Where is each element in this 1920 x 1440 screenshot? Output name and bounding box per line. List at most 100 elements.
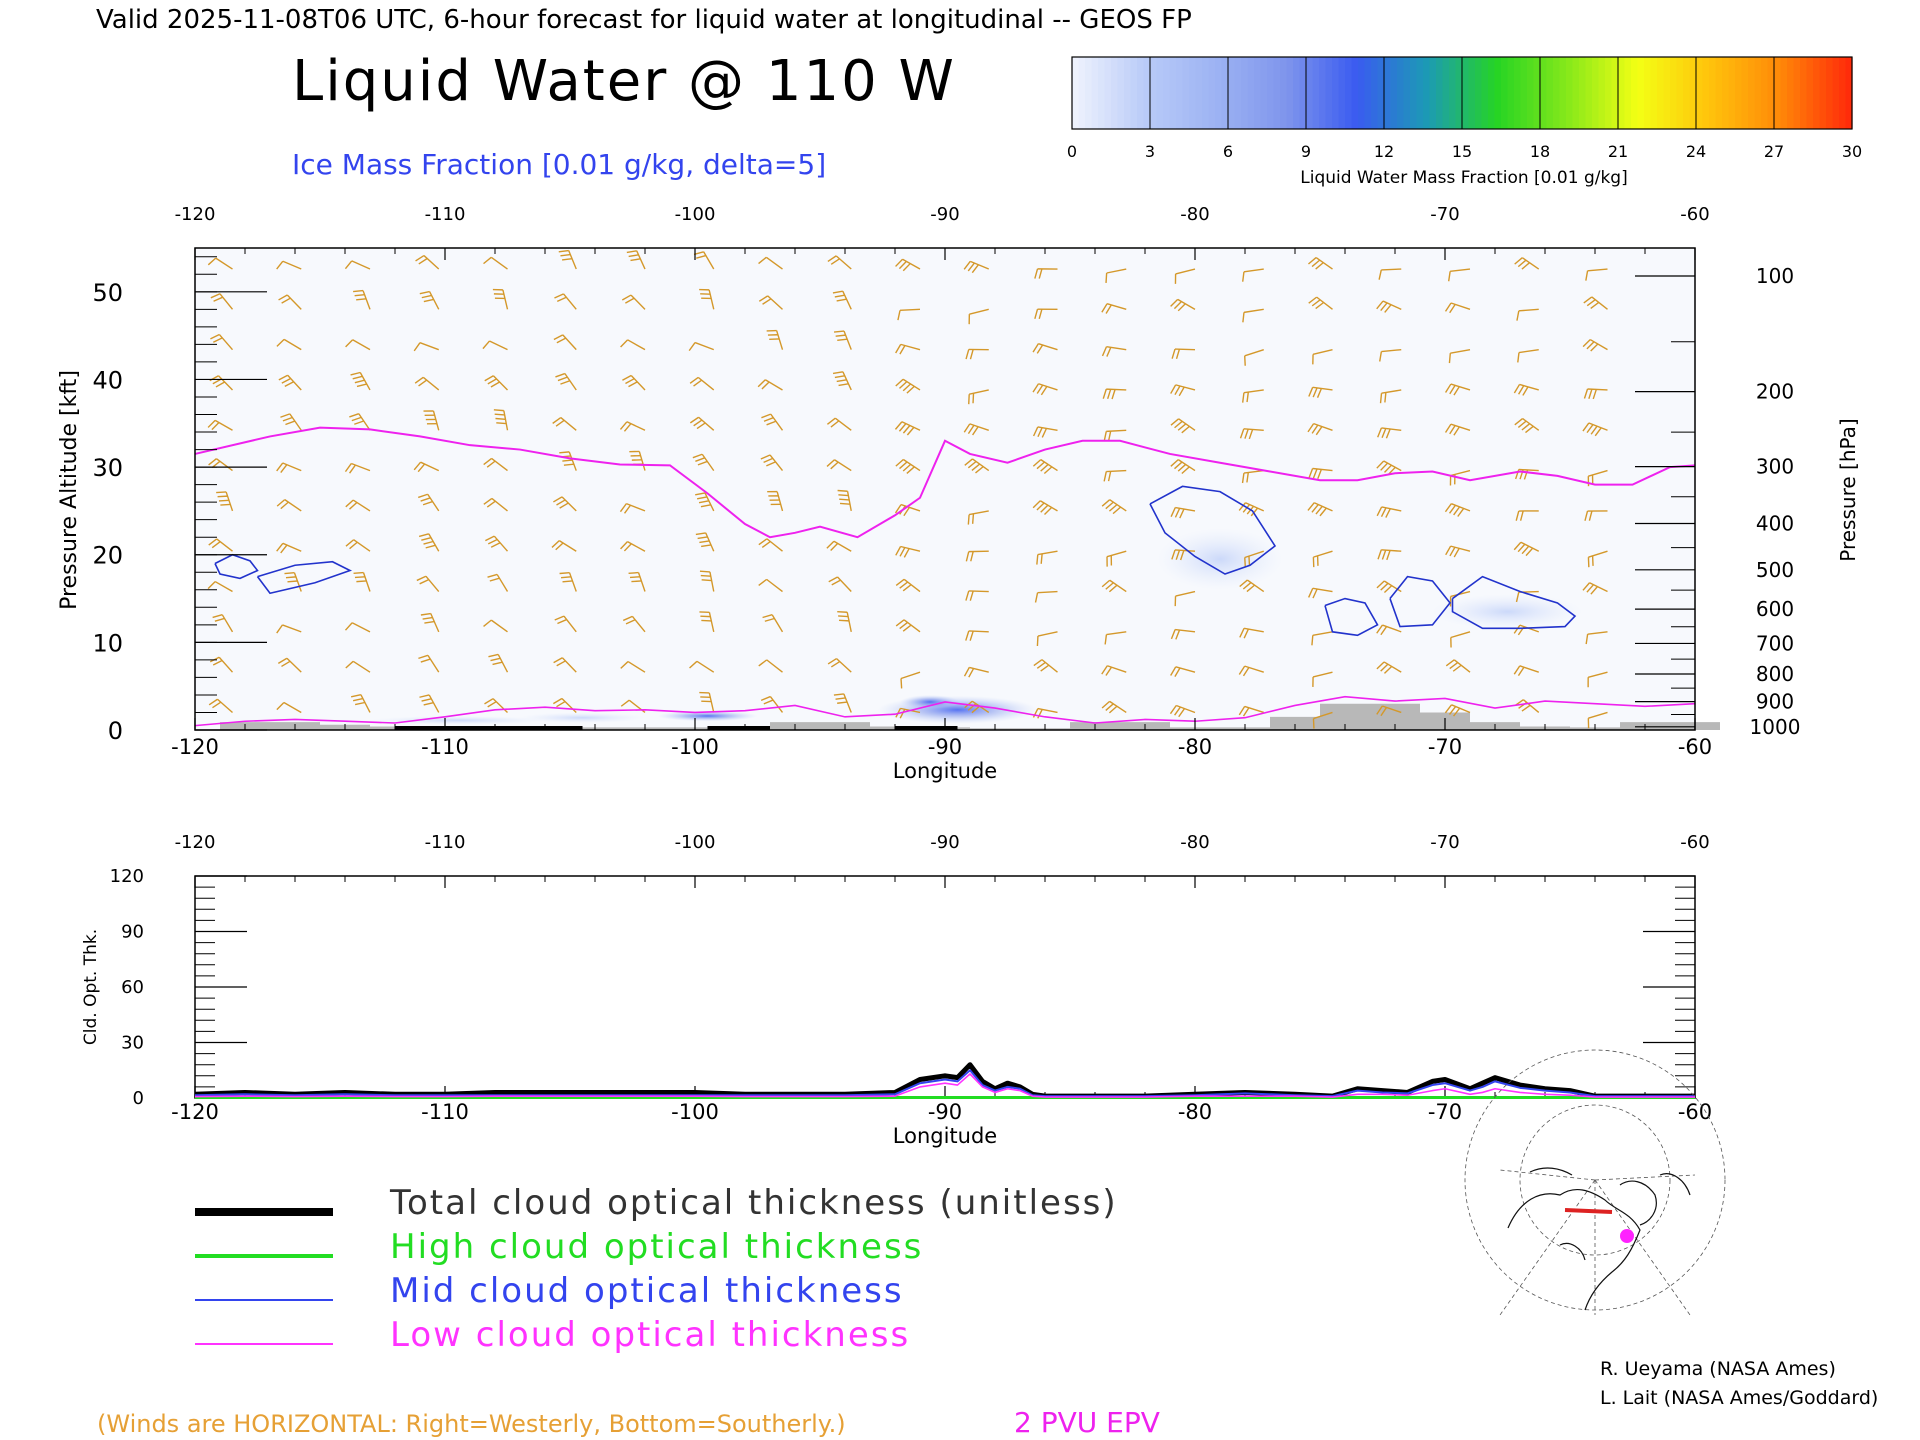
wind-barb-flag xyxy=(1376,300,1384,310)
wind-barb-flag xyxy=(971,264,979,274)
wind-barb-staff xyxy=(1037,426,1058,431)
wind-barb-staff xyxy=(968,510,989,516)
wind-barb-flag xyxy=(1380,507,1387,518)
wind-barb-flag xyxy=(1174,667,1181,677)
wind-barb xyxy=(1444,704,1471,717)
wind-barb-flag xyxy=(1384,392,1387,403)
wind-barb-flag xyxy=(280,544,288,554)
wind-barb-staff xyxy=(1178,418,1196,431)
wind-barb-flag xyxy=(1449,546,1456,557)
wind-barb-staff xyxy=(766,659,783,673)
wind-barb-staff xyxy=(900,343,921,351)
colorbar-slice xyxy=(1319,57,1327,129)
wind-barb-flag xyxy=(345,339,354,348)
wind-barb xyxy=(699,288,715,310)
wind-barb xyxy=(968,308,989,325)
wind-barb-flag xyxy=(214,617,225,622)
wind-barb-flag xyxy=(211,422,220,431)
wind-barb xyxy=(1238,705,1264,717)
wind-barb-flag xyxy=(832,371,844,375)
wind-barb xyxy=(1032,383,1058,396)
bottom-x-tick-label: -70 xyxy=(1428,1100,1462,1124)
wind-barb-staff xyxy=(1174,348,1196,351)
wind-barb-flag xyxy=(619,421,628,430)
colorbar-slice xyxy=(1202,57,1210,129)
x-tick-label-top: -120 xyxy=(175,204,216,225)
wind-barb-flag xyxy=(281,297,291,304)
colorbar-slice xyxy=(1156,57,1164,129)
wind-barb-staff xyxy=(568,572,577,592)
wind-barb-staff xyxy=(1383,580,1402,593)
liquid-water-blob xyxy=(900,694,960,709)
wind-barb-staff xyxy=(1450,590,1471,598)
wind-barb-staff xyxy=(843,330,852,350)
wind-barb-flag xyxy=(1036,461,1045,470)
wind-barb-staff xyxy=(218,656,234,673)
wind-barb-staff xyxy=(834,417,852,431)
wind-barb-flag xyxy=(620,339,629,348)
wind-barb-staff xyxy=(709,571,715,592)
colorbar-slice xyxy=(1611,57,1619,129)
wind-barb-staff xyxy=(1383,460,1402,472)
bottom-y-tick-label: 30 xyxy=(121,1033,144,1054)
wind-barb-flag xyxy=(763,417,774,422)
cross-section-plot-area xyxy=(195,248,1695,730)
wind-barb xyxy=(1587,671,1608,688)
wind-barb-flag xyxy=(1385,428,1391,439)
x-tick-label-top: -90 xyxy=(930,204,959,225)
wind-barb-flag xyxy=(420,612,431,616)
wind-barb xyxy=(353,289,371,310)
wind-barb-flag xyxy=(276,462,284,472)
wind-barb-staff xyxy=(1382,300,1402,310)
wind-barb-staff xyxy=(701,453,715,471)
wind-barb-staff xyxy=(766,538,783,552)
colorbar-slice xyxy=(1195,57,1203,129)
wind-barb xyxy=(832,371,852,391)
wind-barb-flag xyxy=(1582,582,1591,591)
wind-barb-staff xyxy=(427,654,440,673)
wind-barb-staff xyxy=(1591,296,1608,310)
wind-barb-staff xyxy=(286,294,302,310)
colorbar-slice xyxy=(1468,57,1476,129)
wind-barb-staff xyxy=(902,258,921,270)
wind-barb xyxy=(967,510,989,525)
wind-barb-flag xyxy=(1449,304,1456,314)
colorbar-slice xyxy=(1078,57,1086,129)
wind-barb-flag xyxy=(551,540,560,548)
wind-barb xyxy=(1174,268,1196,284)
wind-barb-flag xyxy=(349,464,356,474)
wind-barb-flag xyxy=(964,458,973,466)
x-tick-label-top: -60 xyxy=(1680,204,1709,225)
colorbar-slice xyxy=(1793,57,1801,129)
wind-barb-staff xyxy=(626,421,646,431)
wind-barb xyxy=(1447,268,1471,282)
wind-barb-flag xyxy=(414,376,424,384)
wind-barb-flag xyxy=(1102,388,1107,399)
wind-barb-flag xyxy=(701,579,712,582)
wind-barb-staff xyxy=(219,293,234,310)
wind-barb-flag xyxy=(281,377,291,384)
wind-barb-flag xyxy=(1379,351,1383,362)
wind-barb-flag xyxy=(1311,504,1319,513)
wind-barb xyxy=(1239,579,1265,593)
wind-barb xyxy=(1444,383,1471,396)
wind-barb xyxy=(895,578,921,593)
wind-barb xyxy=(699,570,715,592)
wind-barb-flag xyxy=(216,491,227,494)
wind-barb xyxy=(1449,590,1471,607)
colorbar-slice xyxy=(1403,57,1411,129)
wind-barb-flag xyxy=(1101,579,1111,588)
wind-barb-flag xyxy=(965,349,970,360)
wind-barb-staff xyxy=(708,289,715,310)
wind-barb-flag xyxy=(1383,665,1393,674)
cross-section-panel: -120 -120 -110 -110 -100 -100 -90 -90 -80 -80 -70 -… xyxy=(57,204,1860,783)
wind-barb-flag xyxy=(1319,507,1327,517)
colorbar-slice xyxy=(1351,57,1359,129)
wind-barb-flag xyxy=(280,413,291,418)
credit-2: L. Lait (NASA Ames/Goddard) xyxy=(1600,1387,1878,1409)
wind-barb-flag xyxy=(970,551,974,562)
wind-barb-flag xyxy=(965,551,970,562)
colorbar-slice xyxy=(1709,57,1717,129)
wind-barb xyxy=(484,375,508,391)
wind-barb-flag xyxy=(281,660,291,668)
